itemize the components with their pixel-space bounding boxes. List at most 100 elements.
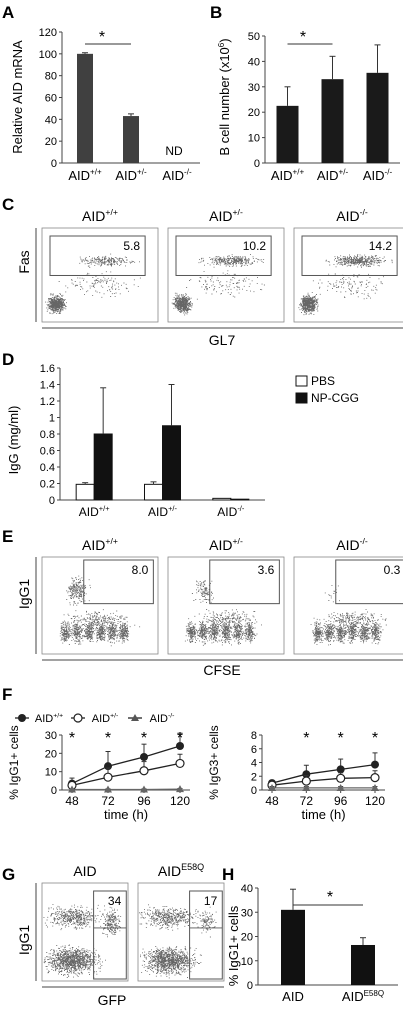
pE-plot-1-gate-value: 3.6 [258, 563, 275, 577]
pF-0-point-2-2 [140, 785, 148, 793]
pC-plot-label-2: AID-/- [336, 207, 368, 224]
pD-legend-label-0: PBS [311, 374, 335, 388]
pF-1-star-0: * [303, 730, 309, 747]
pB-xtick-label-0-sup: +/+ [293, 168, 305, 177]
pH-xtick-label-1-sup: E58Q [364, 989, 384, 998]
pG-plot-1-gate [189, 890, 223, 980]
panel-b-ylabel-main: B cell number (x10 [217, 47, 232, 155]
pF-1-xlabel: time (h) [301, 807, 345, 822]
pF-1-xtick-label-2: 96 [334, 794, 348, 808]
pF-1-point-2-0 [268, 783, 276, 791]
panel-letter-h: H [222, 865, 234, 884]
pF-0-point-1-2 [139, 766, 149, 776]
panel-g-xlabel: GFP [98, 992, 127, 1008]
pA-ytick-label-1: 20 [45, 136, 57, 148]
pF-0-point-1-3 [175, 758, 185, 769]
pG-plot-label-0: AID [73, 863, 96, 879]
pF-1-point-1-2 [336, 773, 346, 783]
pB-bar-1 [321, 79, 344, 163]
pF-legend-label-1-base: AID [92, 713, 110, 725]
pE-plot-label-2-base: AID [336, 537, 359, 553]
pG-plot-label-1-base: AID [158, 863, 181, 879]
pD-xtick-label-1: AID+/- [148, 504, 177, 519]
pB-xtick-label-0-base: AID [271, 168, 293, 183]
panel-c-xlabel: GL7 [209, 332, 236, 348]
pD-xtick-label-2: AID-/- [217, 504, 245, 519]
panel-letter-d: D [2, 350, 14, 369]
pF-0-star-3: * [177, 730, 183, 747]
pF-0-xlabel: time (h) [104, 807, 148, 822]
pA-ytick-label-5: 100 [39, 49, 57, 61]
pE-plot-1-gate [209, 559, 280, 605]
panel-g-ylabel: IgG1 [16, 925, 32, 956]
pD-xtick-label-2-base: AID [217, 505, 237, 519]
pF-0-star-1: * [105, 730, 111, 747]
pC-plot-2-gate [301, 235, 398, 276]
pH-xtick-label-0-base: AID [282, 989, 304, 1004]
panel-letter-f: F [2, 685, 12, 704]
pD-ytick-label-1: 0.2 [40, 479, 55, 491]
pE-plot-label-0-base: AID [82, 537, 105, 553]
pE-plot-label-2-sup: -/- [360, 536, 368, 546]
pA-xtick-label-1-base: AID [115, 168, 137, 183]
pE-plot-2-gate [335, 559, 403, 605]
pE-plot-0-gate-value: 8.0 [132, 563, 149, 577]
pE-plot-label-0: AID+/+ [82, 536, 118, 553]
panel-b-ylabel: B cell number (x106) [217, 38, 232, 155]
pD-bar-1-1 [162, 425, 181, 501]
pF-legend-marker-2 [131, 714, 139, 721]
pF-1-star-1: * [338, 730, 344, 747]
pD-ytick-label-3: 0.6 [40, 446, 55, 458]
pH-xtick-label-1-base: AID [342, 989, 364, 1004]
pB-xtick-label-2: AID-/- [363, 168, 393, 183]
pC-plot-2-dots [298, 254, 393, 316]
pE-plot-2-gate-value: 0.3 [384, 563, 401, 577]
pC-plot-0-dots [45, 253, 141, 315]
pF-legend-label-0-sup: +/+ [53, 712, 63, 719]
pF-legend-label-1-sup: +/- [110, 712, 118, 719]
pD-legend-swatch-0 [295, 375, 308, 387]
pE-plot-0-dots [59, 575, 141, 647]
pB-ytick-label-4: 40 [248, 56, 260, 68]
pF-legend-label-1: AID+/- [92, 712, 118, 725]
panel-h-ylabel: % IgG1+ cells [226, 905, 241, 986]
pF-1-line-0 [271, 763, 376, 784]
pB-xtick-label-0: AID+/+ [271, 168, 305, 183]
pF-0-line-1 [71, 762, 181, 787]
pF-1-point-2-1 [302, 783, 311, 791]
pB-ytick-label-3: 30 [248, 82, 260, 94]
pH-bar-0 [281, 909, 305, 985]
pB-ytick-label-2: 20 [248, 107, 260, 119]
pA-ytick-label-2: 40 [45, 114, 57, 126]
pC-plot-2-gate-value: 14.2 [369, 239, 393, 253]
pD-ytick-label-5: 1 [49, 413, 55, 425]
pF-0-ylabel: % IgG1+ cells [7, 725, 21, 799]
pB-bar-0 [276, 105, 299, 163]
pA-xtick-label-1-sup: +/- [137, 168, 147, 177]
pH-ytick-label-3: 30 [241, 907, 253, 919]
pA-bar-0 [77, 53, 93, 164]
pA-xtick-label-0-sup: +/+ [90, 168, 102, 177]
pF-1-line-1 [271, 776, 376, 786]
pA-xtick-label-2-base: AID [162, 168, 184, 183]
pG-plot-0-gate-value: 34 [108, 894, 122, 908]
pE-plot-1-dots [184, 580, 262, 646]
pB-ytick-label-0: 0 [254, 158, 260, 170]
pB-xtick-label-2-base: AID [363, 168, 385, 183]
pH-ytick-label-4: 40 [241, 883, 253, 895]
pD-xtick-label-1-sup: +/- [168, 504, 177, 513]
pG-plot-label-1: AIDE58Q [158, 862, 204, 879]
pH-ytick-label-2: 20 [241, 932, 253, 944]
pF-0-xtick-label-2: 96 [137, 794, 151, 808]
pF-legend-marker-0 [18, 714, 26, 722]
pB-ytick-label-5: 50 [248, 31, 260, 43]
pB-ytick-label-1: 10 [248, 133, 260, 145]
panel-e-ylabel: IgG1 [16, 579, 32, 610]
pC-plot-1-gate-value: 10.2 [243, 239, 267, 253]
pD-xtick-label-0-base: AID [79, 505, 99, 519]
pD-ytick-label-7: 1.4 [40, 380, 55, 392]
pB-bar-2 [366, 72, 389, 163]
